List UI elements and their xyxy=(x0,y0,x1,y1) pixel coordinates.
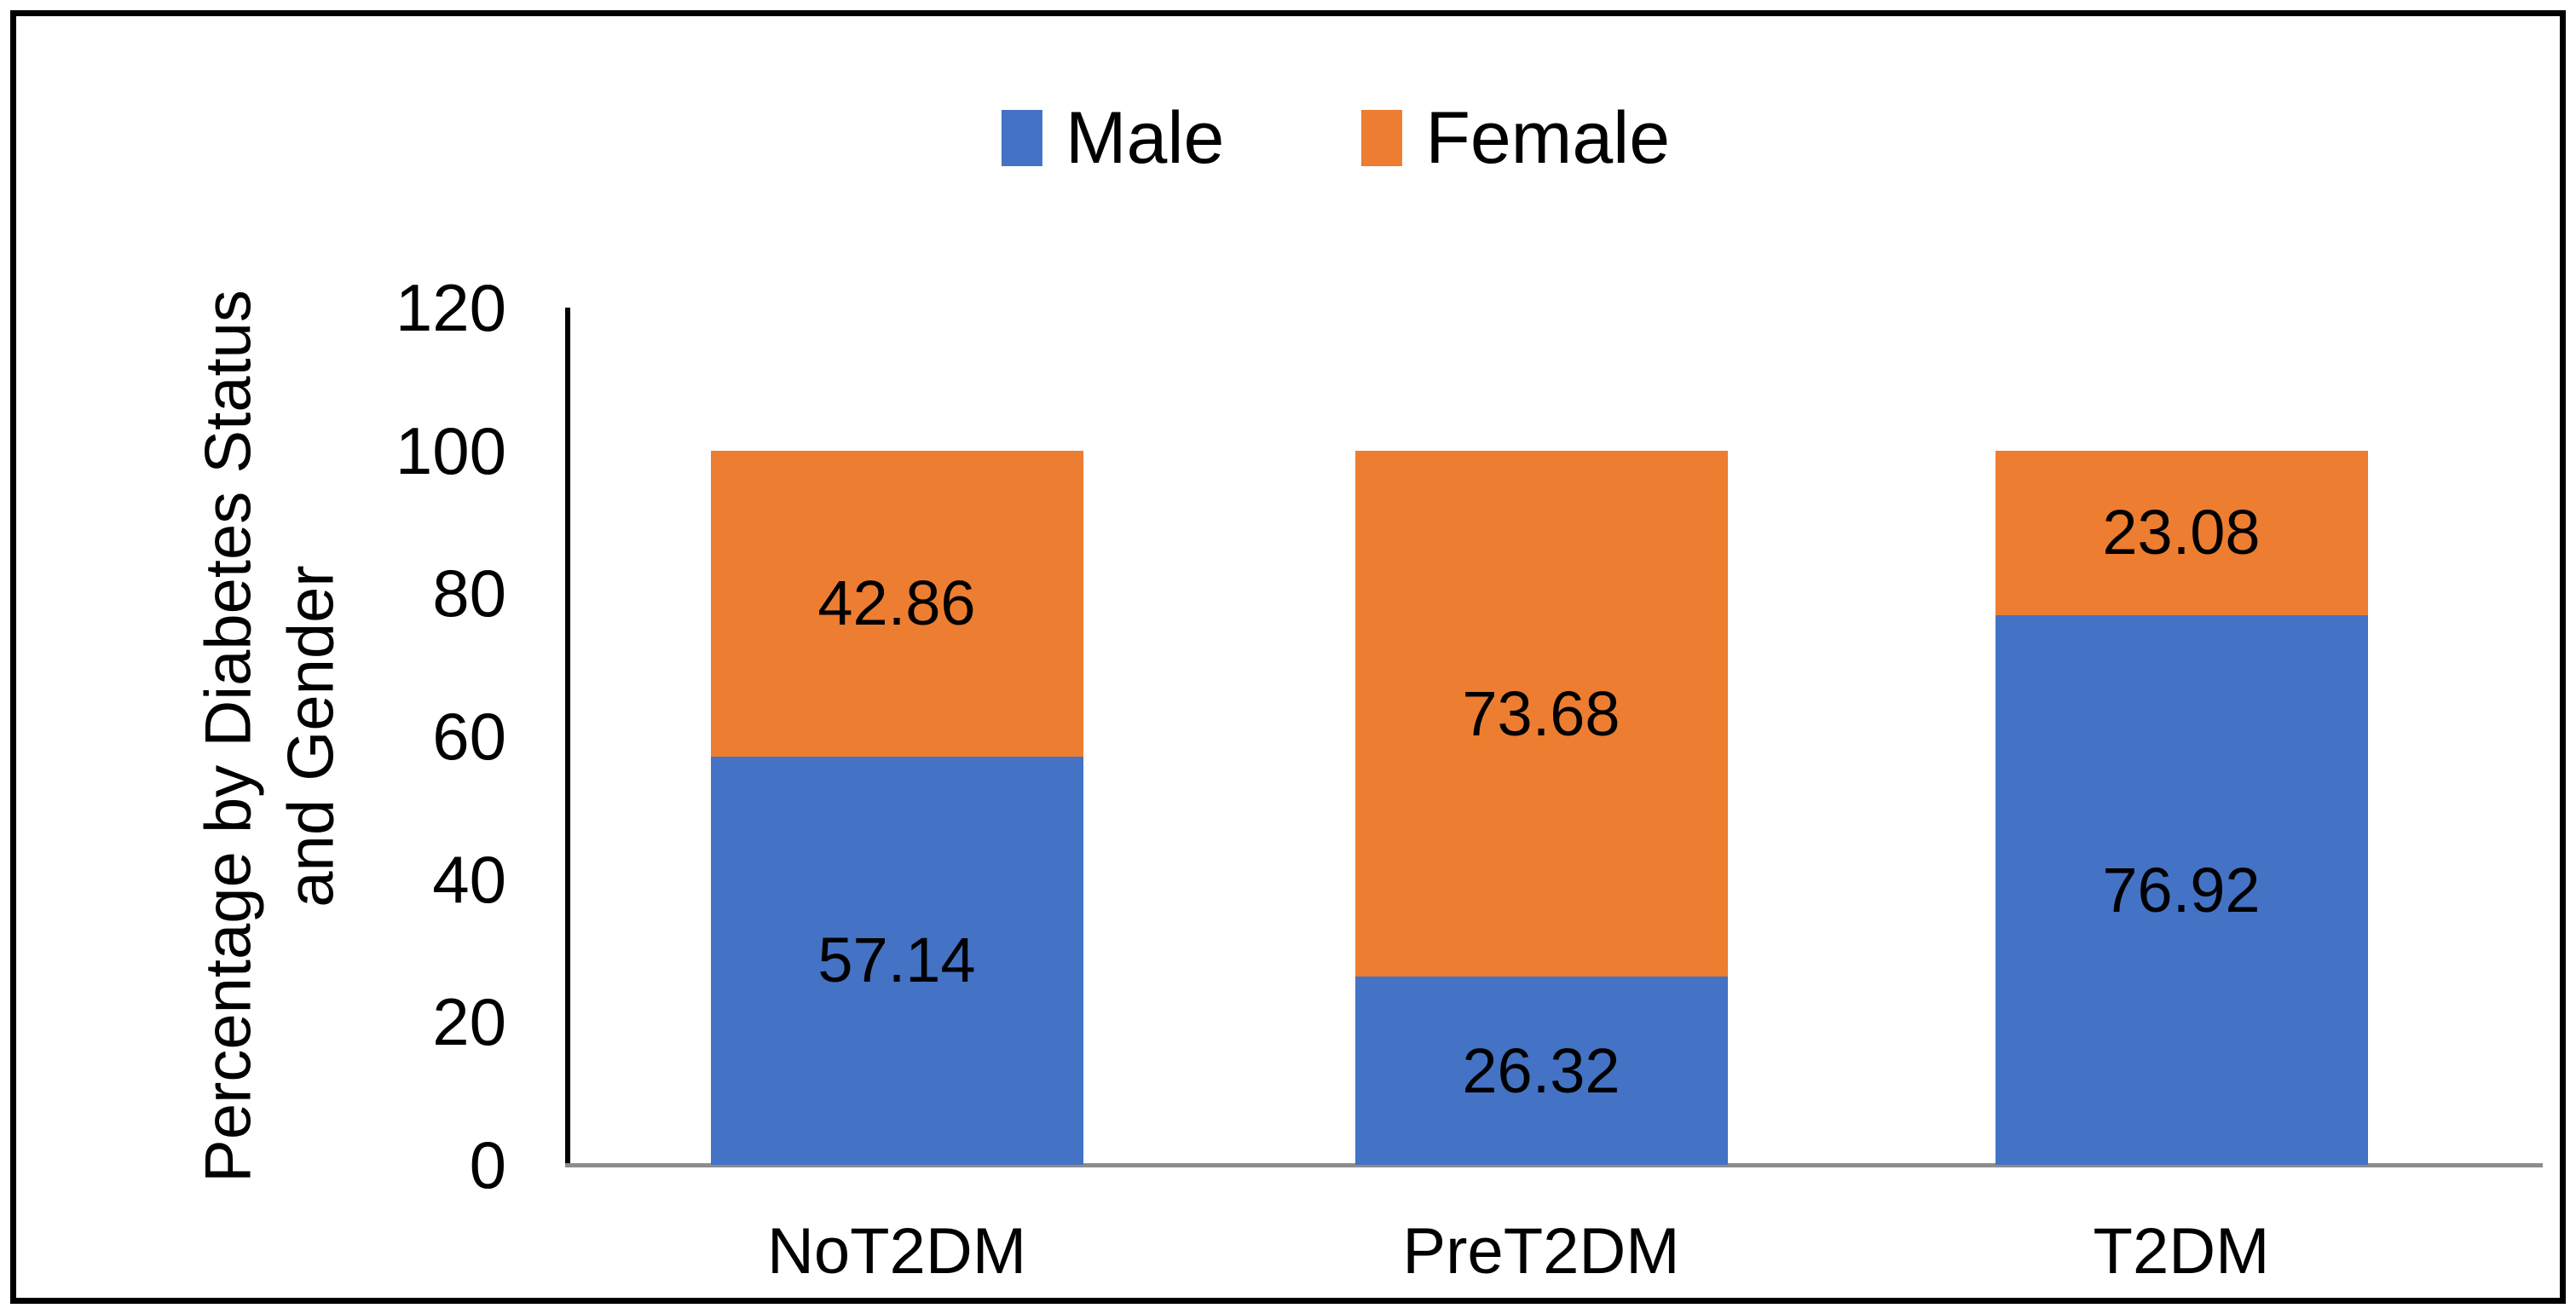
y-axis-line xyxy=(565,308,570,1165)
y-tick-label: 100 xyxy=(395,412,506,488)
female-swatch-icon xyxy=(1361,110,1403,166)
legend-label-female: Female xyxy=(1425,97,1671,179)
chart-frame: Male Female Percentage by Diabetes Statu… xyxy=(10,10,2566,1304)
bar-t2dm: 76.92 23.08 xyxy=(1995,450,2368,1165)
data-label: 57.14 xyxy=(817,925,976,996)
bar-pret2dm: 26.32 73.68 xyxy=(1354,450,1728,1165)
data-label: 42.86 xyxy=(817,568,976,639)
y-tick-label: 20 xyxy=(432,984,506,1060)
y-tick-label: 0 xyxy=(469,1127,506,1202)
data-label: 23.08 xyxy=(2102,497,2261,568)
stacked-bar-chart: Male Female Percentage by Diabetes Statu… xyxy=(16,16,2560,1298)
category-label-pret2dm: PreT2DM xyxy=(1402,1215,1680,1288)
bar-segment-male: 57.14 xyxy=(710,756,1083,1165)
y-tick-label: 80 xyxy=(432,556,506,631)
data-label: 73.68 xyxy=(1462,677,1620,749)
male-swatch-icon xyxy=(1001,110,1043,166)
data-label: 26.32 xyxy=(1462,1034,1620,1106)
legend-item-female: Female xyxy=(1361,101,1670,175)
data-label: 76.92 xyxy=(2102,854,2261,925)
bar-segment-female: 73.68 xyxy=(1354,450,1728,977)
y-tick-label: 120 xyxy=(395,270,506,345)
category-label-not2dm: NoT2DM xyxy=(766,1215,1027,1288)
x-axis-baseline xyxy=(565,1163,2543,1167)
bar-segment-male: 76.92 xyxy=(1995,615,2368,1165)
y-tick-label: 60 xyxy=(432,699,506,774)
category-label-t2dm: T2DM xyxy=(2093,1215,2270,1288)
legend: Male Female xyxy=(1001,97,1670,179)
legend-label-male: Male xyxy=(1065,97,1225,179)
legend-item-male: Male xyxy=(1001,97,1225,179)
bar-segment-male: 26.32 xyxy=(1354,977,1728,1165)
bar-not2dm: 57.14 42.86 xyxy=(710,450,1083,1165)
bar-segment-female: 23.08 xyxy=(1995,450,2368,616)
y-tick-label: 40 xyxy=(432,841,506,917)
bar-segment-female: 42.86 xyxy=(710,450,1083,757)
plot-area: 57.14 42.86 26.32 73.68 76.92 23.08 xyxy=(570,308,2539,1165)
